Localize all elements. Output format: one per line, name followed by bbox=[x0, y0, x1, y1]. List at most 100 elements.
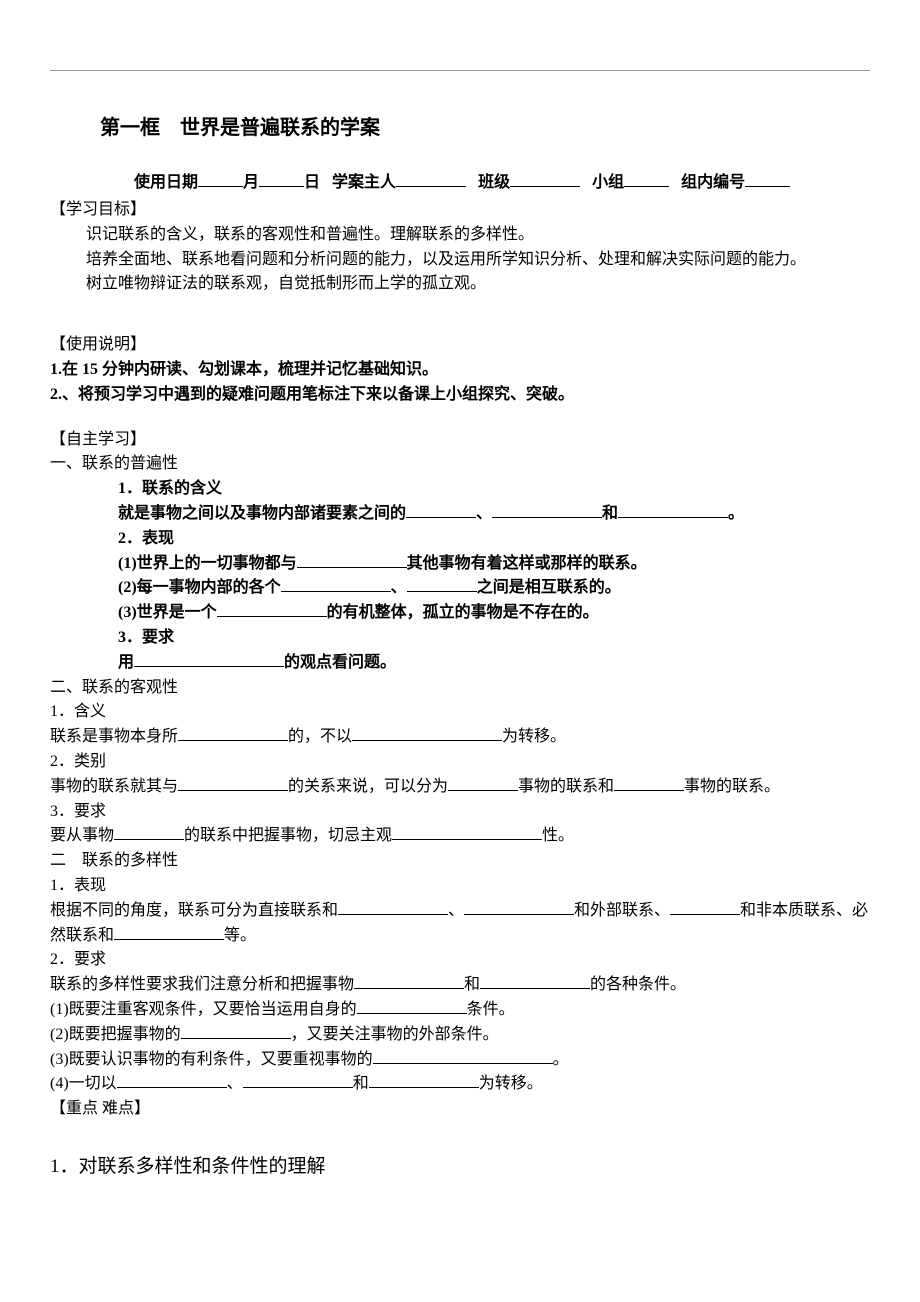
usage-heading: 【使用说明】 bbox=[50, 333, 870, 358]
s3-i2-3b: 。 bbox=[553, 1051, 569, 1068]
usage-item1: 1.在 15 分钟内研读、勾划课本，梳理并记忆基础知识。 bbox=[50, 358, 870, 383]
s3-i2-label: 2．要求 bbox=[50, 948, 870, 973]
blank bbox=[217, 602, 327, 617]
s1-i2-label: 2．表现 bbox=[50, 527, 870, 552]
s3-i2-text: 联系的多样性要求我们注意分析和把握事物 和 的各种条件。 bbox=[50, 973, 870, 998]
s1-i1-sep1: 、 bbox=[476, 505, 492, 522]
day-suffix: 日 bbox=[304, 174, 320, 191]
blank bbox=[670, 899, 740, 914]
s3-i2-2b: ，又要关注事物的外部条件。 bbox=[291, 1026, 499, 1043]
blank bbox=[406, 503, 476, 518]
blank bbox=[178, 775, 288, 790]
s2-i3-c: 性。 bbox=[542, 827, 574, 844]
s1-i1-label: 1．联系的含义 bbox=[50, 477, 870, 502]
blank bbox=[114, 924, 224, 939]
s2-i2-label: 2．类别 bbox=[50, 750, 870, 775]
s1-i2-1a: (1)世界上的一切事物都与 bbox=[118, 555, 297, 572]
month-blank bbox=[198, 172, 243, 187]
blank bbox=[618, 503, 728, 518]
group-blank bbox=[624, 172, 669, 187]
blank bbox=[448, 775, 518, 790]
s2-i1-text: 联系是事物本身所 的，不以 为转移。 bbox=[50, 725, 870, 750]
s2-i3-label: 3．要求 bbox=[50, 800, 870, 825]
blank bbox=[373, 1048, 553, 1063]
blank bbox=[178, 726, 288, 741]
s3-i2-4b: 、 bbox=[227, 1075, 243, 1092]
s3-i1-a: 根据不同的角度，联系可分为直接联系和 bbox=[50, 902, 338, 919]
s1-i3-text: 用 的观点看问题。 bbox=[50, 651, 870, 676]
objectives-line3: 树立唯物辩证法的联系观，自觉抵制形而上学的孤立观。 bbox=[50, 272, 870, 297]
s1-i2-3a: (3)世界是一个 bbox=[118, 604, 217, 621]
s3-title: 二 联系的多样性 bbox=[50, 849, 870, 874]
spacer bbox=[50, 408, 870, 428]
s3-i1-e: 等。 bbox=[224, 927, 256, 944]
s3-i2-3: (3)既要认识事物的有利条件，又要重视事物的。 bbox=[50, 1048, 870, 1073]
blank bbox=[134, 651, 284, 666]
s2-i2-a: 事物的联系就其与 bbox=[50, 778, 178, 795]
s1-i2-2a: (2)每一事物内部的各个 bbox=[118, 579, 281, 596]
objectives-line1: 识记联系的含义，联系的客观性和普遍性。理解联系的多样性。 bbox=[50, 223, 870, 248]
s3-i1-text: 根据不同的角度，联系可分为直接联系和、和外部联系、和非本质联系、必然联系和等。 bbox=[50, 899, 870, 949]
s3-i2-4: (4)一切以、和为转移。 bbox=[50, 1072, 870, 1097]
s1-i1-sep2: 和 bbox=[602, 505, 618, 522]
s2-i1-b: 的，不以 bbox=[288, 728, 352, 745]
s1-i3-a: 用 bbox=[118, 654, 134, 671]
s3-i2-1: (1)既要注重客观条件，又要恰当运用自身的条件。 bbox=[50, 998, 870, 1023]
s2-title: 二、联系的客观性 bbox=[50, 676, 870, 701]
s2-i1-label: 1．含义 bbox=[50, 700, 870, 725]
blank bbox=[480, 974, 590, 989]
s2-i3-text: 要从事物的联系中把握事物，切忌主观性。 bbox=[50, 824, 870, 849]
blank bbox=[392, 825, 542, 840]
objectives-line2: 培养全面地、联系地看问题和分析问题的能力，以及运用所学知识分析、处理和解决实际问… bbox=[50, 248, 870, 273]
s3-i2-4c: 和 bbox=[353, 1075, 369, 1092]
s1-i2-1b: 其他事物有着这样或那样的联系。 bbox=[407, 555, 647, 572]
s1-i2-2b: 、 bbox=[391, 579, 407, 596]
document-title: 第一框 世界是普遍联系的学案 bbox=[50, 111, 870, 140]
s3-i1-label: 1．表现 bbox=[50, 874, 870, 899]
s1-i3-b: 的观点看问题。 bbox=[284, 654, 396, 671]
s1-i1-end: 。 bbox=[728, 505, 744, 522]
s2-i2-c: 事物的联系和 bbox=[518, 778, 614, 795]
date-label: 使用日期 bbox=[134, 174, 198, 191]
blank bbox=[464, 899, 574, 914]
key-points-item1: 1．对联系多样性和条件性的理解 bbox=[50, 1152, 870, 1181]
owner-blank bbox=[396, 172, 466, 187]
class-blank bbox=[510, 172, 580, 187]
s1-i2-1: (1)世界上的一切事物都与 其他事物有着这样或那样的联系。 bbox=[50, 552, 870, 577]
key-points-heading: 【重点 难点】 bbox=[50, 1097, 870, 1122]
owner-label: 学案主人 bbox=[332, 174, 396, 191]
header-rule bbox=[50, 70, 870, 71]
s2-i1-a: 联系是事物本身所 bbox=[50, 728, 178, 745]
s2-i1-c: 为转移。 bbox=[502, 728, 566, 745]
s1-i2-3: (3)世界是一个 的有机整体，孤立的事物是不存在的。 bbox=[50, 601, 870, 626]
s3-i2-c: 的各种条件。 bbox=[590, 976, 686, 993]
blank bbox=[338, 899, 448, 914]
s3-i2-b: 和 bbox=[464, 976, 480, 993]
blank bbox=[357, 999, 467, 1014]
usage-item2: 2.、将预习学习中遇到的疑难问题用笔标注下来以备课上小组探究、突破。 bbox=[50, 383, 870, 408]
s2-i2-text: 事物的联系就其与的关系来说，可以分为事物的联系和事物的联系。 bbox=[50, 775, 870, 800]
month-suffix: 月 bbox=[243, 174, 259, 191]
s1-i1-text: 就是事物之间以及事物内部诸要素之间的 、 和 。 bbox=[50, 502, 870, 527]
blank bbox=[117, 1073, 227, 1088]
spacer bbox=[50, 297, 870, 333]
s1-i1-a: 就是事物之间以及事物内部诸要素之间的 bbox=[118, 505, 406, 522]
s1-i2-3b: 的有机整体，孤立的事物是不存在的。 bbox=[327, 604, 599, 621]
day-blank bbox=[259, 172, 304, 187]
s2-i3-b: 的联系中把握事物，切忌主观 bbox=[184, 827, 392, 844]
blank bbox=[297, 552, 407, 567]
group-no-label: 组内编号 bbox=[681, 174, 745, 191]
s3-i2-1b: 条件。 bbox=[467, 1001, 515, 1018]
blank bbox=[352, 726, 502, 741]
s3-i2-2a: (2)既要把握事物的 bbox=[50, 1026, 181, 1043]
s3-i2-4d: 为转移。 bbox=[479, 1075, 543, 1092]
self-study-heading: 【自主学习】 bbox=[50, 428, 870, 453]
blank bbox=[281, 577, 391, 592]
blank bbox=[181, 1023, 291, 1038]
class-label: 班级 bbox=[478, 174, 510, 191]
blank bbox=[114, 825, 184, 840]
s3-i2-a: 联系的多样性要求我们注意分析和把握事物 bbox=[50, 976, 354, 993]
blank bbox=[492, 503, 602, 518]
s1-title: 一、联系的普遍性 bbox=[50, 452, 870, 477]
document-page: 第一框 世界是普遍联系的学案 使用日期月日 学案主人 班级 小组 组内编号 【学… bbox=[0, 0, 920, 1302]
